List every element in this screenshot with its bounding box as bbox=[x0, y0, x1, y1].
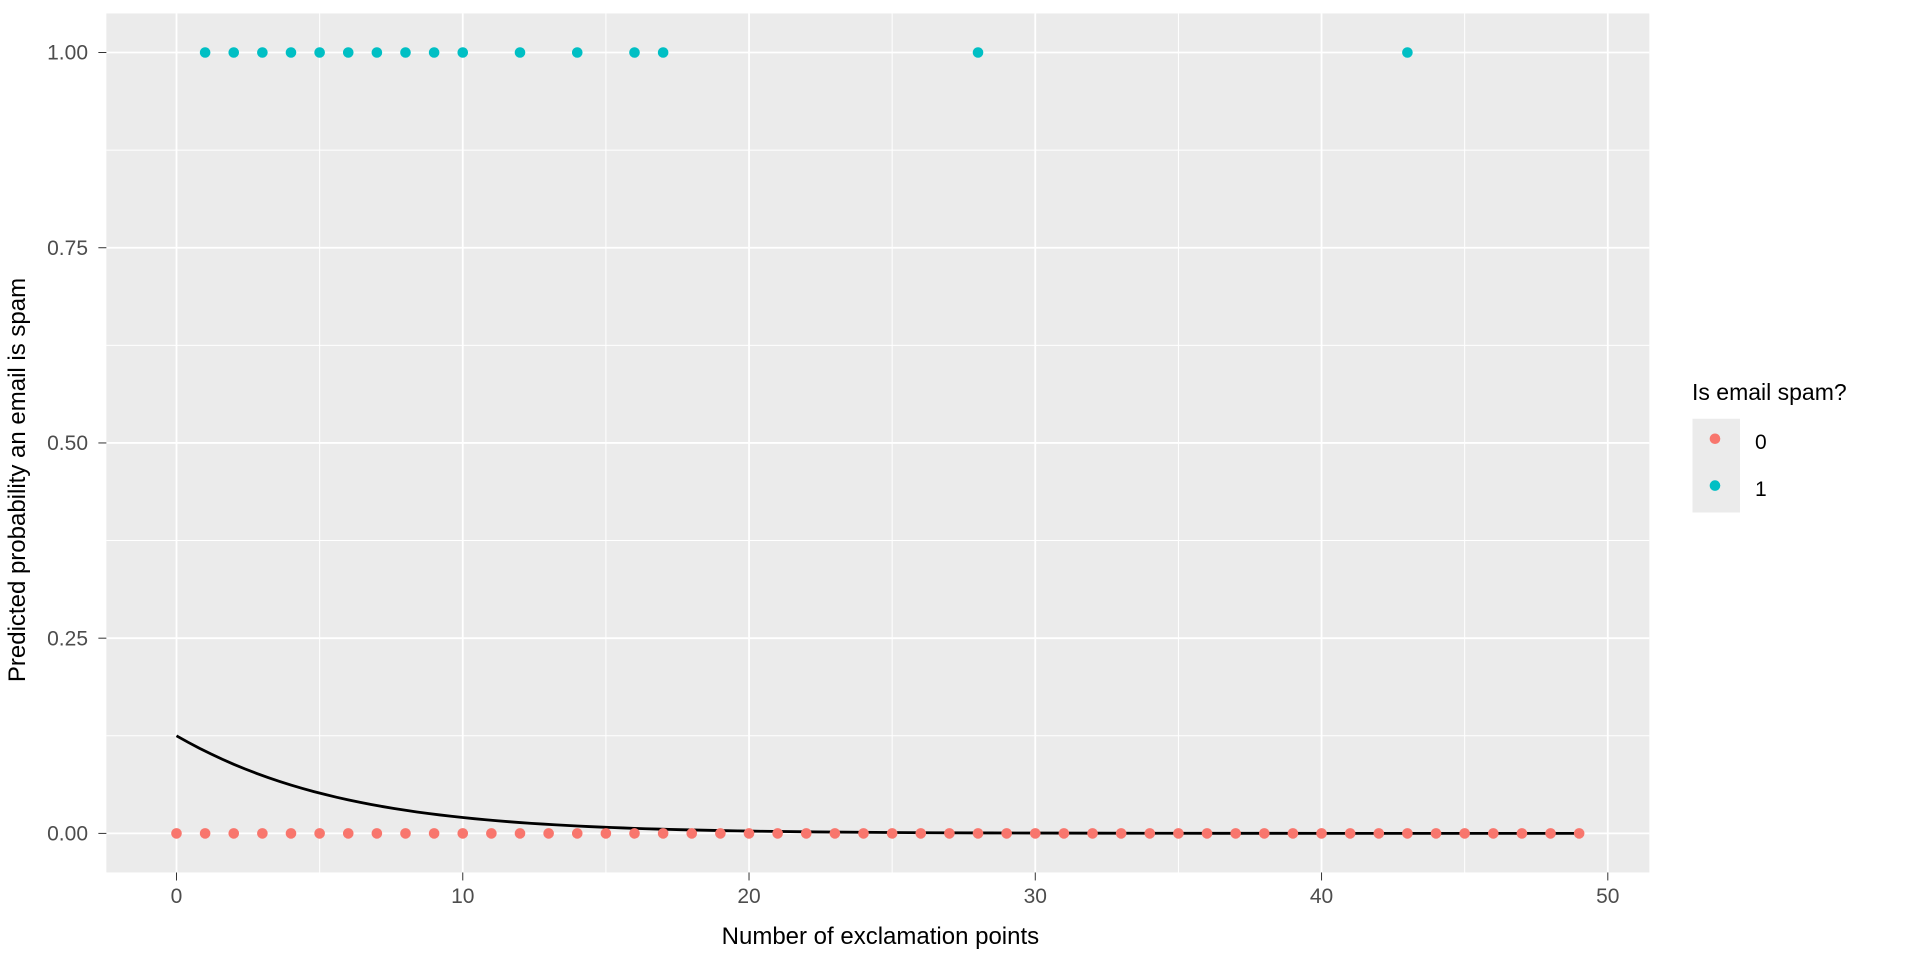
svg-text:20: 20 bbox=[737, 885, 760, 908]
svg-text:Number of exclamation points: Number of exclamation points bbox=[722, 923, 1039, 950]
svg-text:0.50: 0.50 bbox=[47, 432, 88, 455]
svg-text:0.25: 0.25 bbox=[47, 627, 88, 650]
svg-text:Is email spam?: Is email spam? bbox=[1692, 379, 1847, 405]
svg-text:1.00: 1.00 bbox=[47, 42, 88, 65]
svg-text:30: 30 bbox=[1024, 885, 1047, 908]
svg-text:1: 1 bbox=[1755, 478, 1767, 501]
svg-text:50: 50 bbox=[1596, 885, 1619, 908]
svg-text:0.75: 0.75 bbox=[47, 237, 88, 260]
svg-text:40: 40 bbox=[1310, 885, 1333, 908]
svg-text:0: 0 bbox=[1755, 431, 1767, 454]
svg-text:10: 10 bbox=[451, 885, 474, 908]
svg-text:0: 0 bbox=[171, 885, 183, 908]
svg-text:0.00: 0.00 bbox=[47, 823, 88, 846]
